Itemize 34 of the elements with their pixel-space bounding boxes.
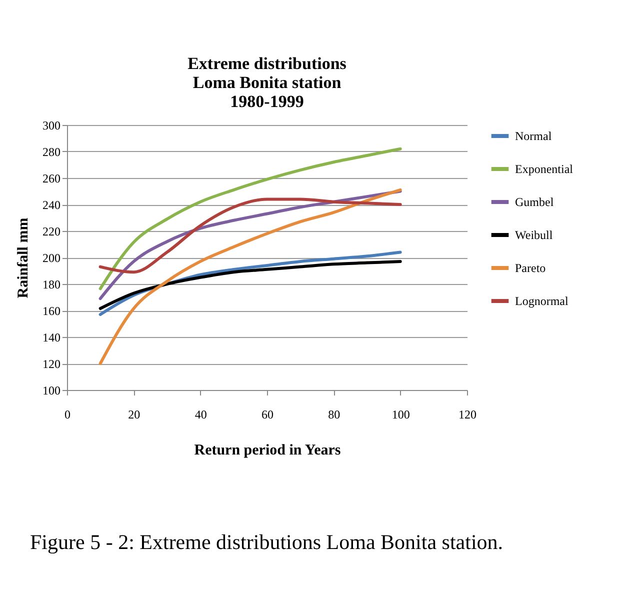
x-tick-label: 40 bbox=[194, 408, 207, 422]
y-tick-label: 140 bbox=[42, 330, 60, 344]
text: 1980-1999 bbox=[230, 92, 304, 111]
y-tick-label: 120 bbox=[42, 357, 60, 371]
y-tick-label: 240 bbox=[42, 198, 60, 212]
line-series bbox=[98, 198, 402, 274]
y-tick-label: 160 bbox=[42, 304, 60, 318]
x-tick-label: 60 bbox=[262, 408, 274, 422]
y-tick-label: 180 bbox=[42, 278, 60, 292]
line-series bbox=[98, 260, 402, 310]
text: Extreme distributions bbox=[188, 54, 346, 73]
y-axis-title: Rainfall mm bbox=[16, 217, 32, 298]
x-tick-label: 80 bbox=[328, 408, 340, 422]
y-tick-label: 220 bbox=[42, 224, 60, 238]
y-tick-label: 280 bbox=[42, 145, 60, 159]
x-tick-label: 100 bbox=[392, 408, 410, 422]
text: Loma Bonita station bbox=[192, 73, 342, 92]
line-series bbox=[98, 147, 402, 290]
y-tick-label: 100 bbox=[42, 384, 60, 398]
legend-label: Gumbel bbox=[515, 195, 554, 209]
caption: Figure 5 - 2: Extreme distributions Loma Bonita station. bbox=[30, 530, 504, 555]
y-tick-label: 300 bbox=[42, 118, 60, 132]
legend-label: Exponential bbox=[515, 162, 574, 176]
legend-label: Pareto bbox=[515, 261, 546, 275]
x-axis-title: Return period in Years bbox=[194, 442, 341, 458]
x-tick-label: 0 bbox=[64, 408, 70, 422]
legend-label: Normal bbox=[515, 129, 552, 143]
legend-label: Lognormal bbox=[515, 294, 569, 308]
y-tick-label: 260 bbox=[42, 172, 60, 186]
x-tick-label: 120 bbox=[458, 408, 476, 422]
y-tick-label: 200 bbox=[42, 251, 60, 265]
legend-label: Weibull bbox=[515, 228, 554, 242]
line-series bbox=[98, 188, 402, 365]
x-tick-label: 20 bbox=[128, 408, 140, 422]
